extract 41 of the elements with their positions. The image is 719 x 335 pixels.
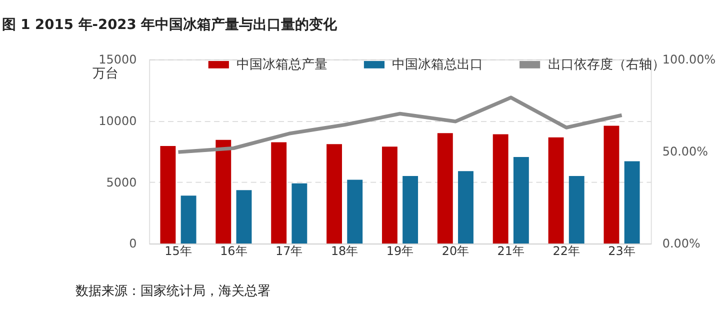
- y-tick-label: 10000: [98, 114, 137, 128]
- legend-label: 出口依存度（右轴）: [548, 56, 665, 72]
- bar: [604, 126, 620, 244]
- bar: [624, 161, 640, 244]
- x-tick-label: 15年: [164, 244, 192, 258]
- bar: [492, 134, 508, 244]
- source-note: 数据来源：国家统计局，海关总署: [75, 283, 270, 300]
- bar: [513, 157, 529, 244]
- y2-tick-label: 100.00%: [662, 52, 716, 67]
- bar: [548, 137, 564, 244]
- bar: [347, 180, 363, 244]
- bar: [236, 190, 252, 244]
- bar: [292, 183, 308, 244]
- bar: [458, 171, 474, 244]
- x-tick-label: 18年: [330, 244, 358, 258]
- x-tick-label: 22年: [552, 244, 580, 258]
- x-tick-label: 17年: [276, 244, 303, 258]
- bar: [437, 133, 453, 244]
- bar: [160, 146, 176, 244]
- bar: [382, 146, 398, 244]
- y-tick-label: 5000: [106, 175, 137, 190]
- y-tick-label: 0: [129, 236, 137, 251]
- line-series: [176, 96, 624, 154]
- chart-title: 图 1 2015 年-2023 年中国冰箱产量与出口量的变化: [2, 16, 338, 34]
- legend-label: 中国冰箱总产量: [236, 57, 328, 72]
- bar: [326, 144, 342, 244]
- y2-tick-label: 0.00%: [662, 236, 700, 251]
- x-tick-label: 19年: [386, 244, 414, 258]
- bar: [402, 176, 418, 244]
- y-tick-label: 15000: [98, 52, 137, 67]
- x-tick-label: 23年: [608, 244, 636, 258]
- y2-tick-label: 50.00%: [662, 144, 708, 159]
- x-tick-label: 20年: [442, 244, 470, 258]
- bar: [271, 142, 287, 244]
- bar: [216, 140, 232, 244]
- x-tick-label: 16年: [220, 244, 248, 258]
- bar: [180, 196, 196, 244]
- y-axis-title: 万台: [92, 66, 118, 82]
- legend-label: 中国冰箱总出口: [392, 57, 484, 72]
- bar: [568, 176, 584, 244]
- x-tick-label: 21年: [497, 244, 524, 258]
